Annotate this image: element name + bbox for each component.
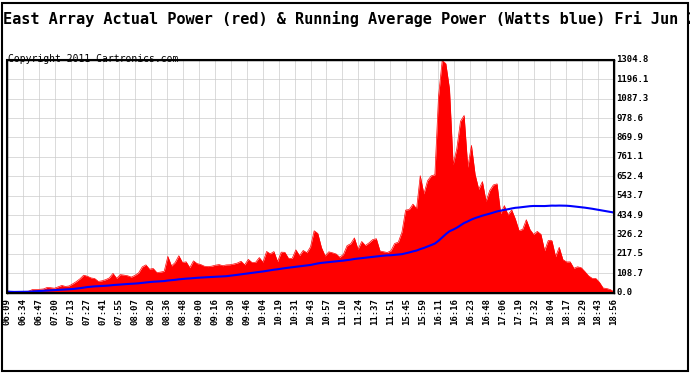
Text: 11:10: 11:10: [338, 298, 347, 325]
Text: 08:48: 08:48: [178, 298, 187, 325]
Text: 652.4: 652.4: [616, 172, 643, 181]
Text: 07:27: 07:27: [82, 298, 91, 325]
Text: East Array Actual Power (red) & Running Average Power (Watts blue) Fri Jun 24 19: East Array Actual Power (red) & Running …: [3, 11, 690, 27]
Text: 16:48: 16:48: [482, 298, 491, 325]
Text: 543.7: 543.7: [616, 191, 643, 200]
Text: 09:16: 09:16: [210, 298, 219, 325]
Text: 15:45: 15:45: [402, 298, 411, 325]
Text: 07:00: 07:00: [50, 298, 59, 325]
Text: 10:31: 10:31: [290, 298, 299, 325]
Text: 16:16: 16:16: [450, 298, 459, 325]
Text: 18:04: 18:04: [546, 298, 555, 325]
Text: 1196.1: 1196.1: [616, 75, 649, 84]
Text: 434.9: 434.9: [616, 210, 643, 219]
Text: 09:00: 09:00: [194, 298, 203, 325]
Text: 15:59: 15:59: [418, 298, 427, 325]
Text: 08:07: 08:07: [130, 298, 139, 325]
Text: 07:55: 07:55: [115, 298, 124, 325]
Text: 217.5: 217.5: [616, 249, 643, 258]
Text: 10:19: 10:19: [274, 298, 283, 325]
Text: 326.2: 326.2: [616, 230, 643, 239]
Text: 08:20: 08:20: [146, 298, 155, 325]
Text: 06:47: 06:47: [34, 298, 43, 325]
Text: 1087.3: 1087.3: [616, 94, 649, 103]
Text: 07:13: 07:13: [66, 298, 75, 325]
Text: 18:56: 18:56: [609, 298, 619, 325]
Text: 16:11: 16:11: [434, 298, 443, 325]
Text: 10:04: 10:04: [258, 298, 267, 325]
Text: 10:57: 10:57: [322, 298, 331, 325]
Text: 0.0: 0.0: [616, 288, 632, 297]
Text: 17:32: 17:32: [530, 298, 539, 325]
Text: 1304.8: 1304.8: [616, 56, 649, 64]
Text: 06:34: 06:34: [19, 298, 28, 325]
Text: 18:17: 18:17: [562, 298, 571, 325]
Text: 869.9: 869.9: [616, 133, 643, 142]
Text: 108.7: 108.7: [616, 268, 643, 278]
Text: 10:43: 10:43: [306, 298, 315, 325]
Text: 761.1: 761.1: [616, 152, 643, 161]
Text: 17:19: 17:19: [514, 298, 523, 325]
Text: 11:37: 11:37: [370, 298, 379, 325]
Text: 09:30: 09:30: [226, 298, 235, 325]
Text: 17:06: 17:06: [497, 298, 506, 325]
Text: 18:43: 18:43: [593, 298, 602, 325]
Text: 06:09: 06:09: [2, 298, 12, 325]
Text: 16:23: 16:23: [466, 298, 475, 325]
Text: 11:24: 11:24: [354, 298, 363, 325]
Text: 18:29: 18:29: [578, 298, 586, 325]
Text: 08:36: 08:36: [162, 298, 171, 325]
Text: 07:41: 07:41: [98, 298, 107, 325]
Text: 11:51: 11:51: [386, 298, 395, 325]
Text: Copyright 2011 Cartronics.com: Copyright 2011 Cartronics.com: [8, 54, 179, 64]
Text: 09:46: 09:46: [242, 298, 251, 325]
Text: 978.6: 978.6: [616, 114, 643, 123]
